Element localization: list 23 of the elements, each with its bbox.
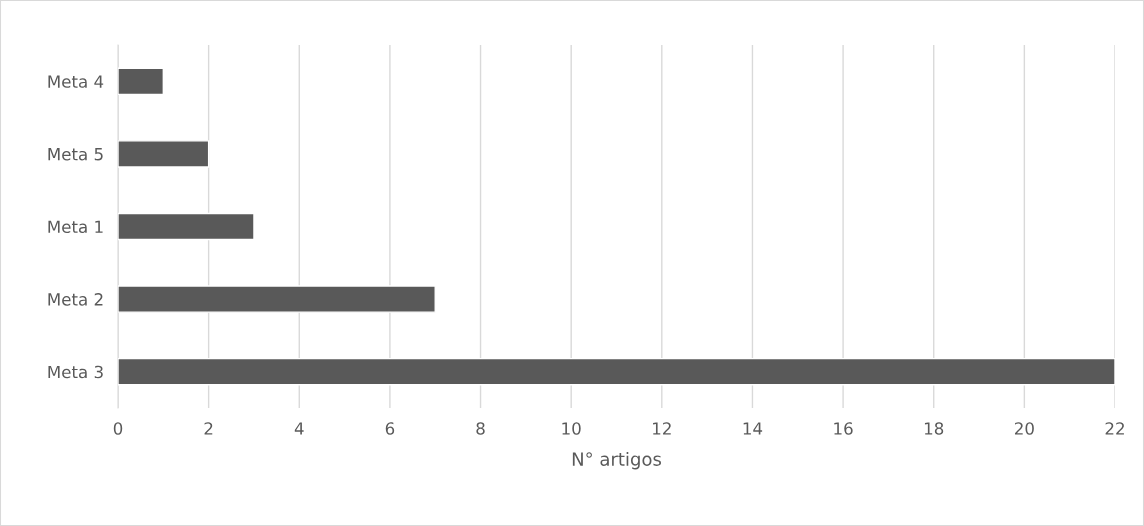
- x-tick-label: 18: [924, 422, 944, 435]
- y-tick-label: Meta 2: [48, 293, 103, 306]
- y-tick-label: Meta 5: [48, 148, 103, 161]
- x-tick-label: 20: [1014, 422, 1034, 435]
- x-tick-label: 12: [653, 422, 671, 435]
- x-tick-label: 14: [743, 422, 763, 435]
- bar: [118, 285, 436, 313]
- bar: [118, 67, 165, 96]
- x-axis-title: N° artigos: [572, 451, 661, 470]
- x-tick-label: 0: [113, 422, 123, 435]
- x-tick-label: 10: [562, 422, 581, 435]
- x-tick-label: 22: [1105, 422, 1124, 435]
- x-tick-label: 2: [204, 422, 213, 435]
- x-tick-label: 8: [476, 422, 485, 435]
- y-tick-label: Meta 4: [48, 75, 104, 88]
- y-tick-label: Meta 3: [48, 365, 103, 379]
- x-tick-label: 16: [834, 422, 853, 435]
- x-tick-label: 6: [385, 422, 395, 435]
- bar: [118, 357, 1115, 386]
- y-tick-label: Meta 1: [48, 220, 103, 234]
- bar: [118, 212, 255, 241]
- x-tick-label: 4: [294, 422, 304, 435]
- bar: [118, 140, 210, 168]
